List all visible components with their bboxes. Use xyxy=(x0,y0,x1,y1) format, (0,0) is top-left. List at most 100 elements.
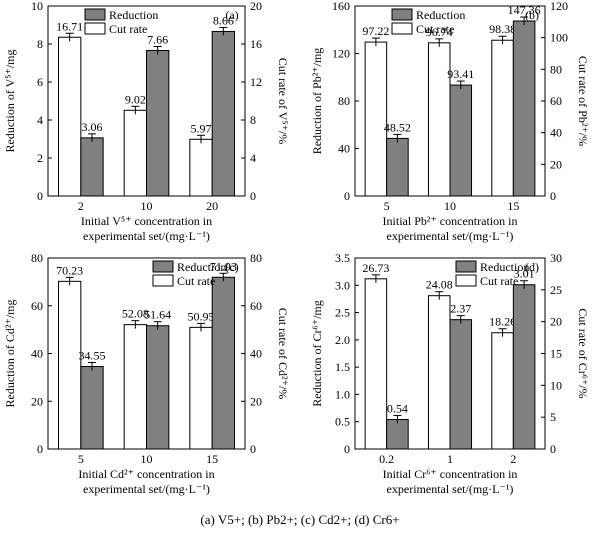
panel-d-ylabel-left: Reduction of Cr⁶⁺/mg xyxy=(310,300,324,407)
panel-c-right-tick-label: 0 xyxy=(250,442,256,456)
panel-b-x-tick-label: 5 xyxy=(384,199,390,213)
panel-c-xlabel-line1: Initial Cd²⁺ concentration in xyxy=(78,467,214,481)
panel-a-bar-reduction xyxy=(146,49,170,197)
panel-b-label-cut-rate: 98.38 xyxy=(489,22,516,36)
panel-b-x-tick-label: 15 xyxy=(507,199,519,213)
panel-d-legend-label-reduction: Reduction xyxy=(480,260,529,274)
panel-a-panel-label: (a) xyxy=(225,8,238,22)
panel-c-ylabel-left: Reduction of Cd²⁺/mg xyxy=(3,300,17,408)
panel-a-label-cut-rate: 16.71 xyxy=(56,19,83,33)
panel-b-label-reduction: 147.36 xyxy=(508,3,541,17)
panel-d-right-tick-label: 5 xyxy=(550,410,556,424)
panel-d-legend-swatch-reduction xyxy=(455,260,477,273)
panel-b-xlabel-line2: experimental set/(mg·L⁻¹) xyxy=(387,229,514,243)
panel-b-label-reduction: 48.52 xyxy=(384,120,411,134)
panel-d-label-cut-rate: 18.26 xyxy=(489,315,516,329)
panel-b-bar-reduction xyxy=(386,137,409,197)
panel-d-bar-cut-rate xyxy=(427,295,451,450)
panel-c-x-tick-label: 5 xyxy=(78,452,84,466)
panel-c-label-cut-rate: 52.08 xyxy=(122,307,149,321)
panel-d-right-tick-label: 30 xyxy=(550,251,562,265)
panel-d-label-reduction: 0.54 xyxy=(387,402,408,416)
panel-d-label-reduction: 2.37 xyxy=(450,302,471,316)
panel-c-legend-label-reduction: Reduction xyxy=(177,260,226,274)
panel-b-bar-reduction xyxy=(512,20,536,197)
panel-d-ylabel-right: Cut rate of Cr⁶⁺/% xyxy=(576,308,590,398)
panel-d-panel-label: (d) xyxy=(525,260,539,274)
panel-d-left-tick-label: 2.0 xyxy=(335,333,350,347)
panel-b-right-tick-label: 80 xyxy=(550,62,562,76)
panel-b-legend-swatch-reduction xyxy=(391,8,413,21)
panel-b-panel-label: (b) xyxy=(525,8,539,22)
panel-a-bar-reduction xyxy=(211,30,235,197)
panel-a-right-tick-label: 4 xyxy=(250,151,256,165)
panel-a-legend-swatch-reduction xyxy=(84,8,106,21)
panel-c-bar-cut-rate xyxy=(123,324,147,450)
panel-a-ylabel-right: Cut rate of V⁵⁺/% xyxy=(276,58,290,145)
panel-d-bar-reduction xyxy=(512,284,536,450)
panel-b-label-reduction: 93.41 xyxy=(447,67,474,81)
panel-a-x-tick-label: 2 xyxy=(78,199,84,213)
panel-d-left-tick-label: 1.5 xyxy=(335,360,350,374)
panel-d-x-tick-label: 0.2 xyxy=(379,452,394,466)
panel-a-xlabel-line2: experimental set/(mg·L⁻¹) xyxy=(83,229,210,243)
panel-a-label-cut-rate: 9.02 xyxy=(125,92,146,106)
panel-d-left-tick-label: 3.5 xyxy=(335,251,350,265)
panel-c-ylabel-right: Cut rate of Cd²⁺/% xyxy=(276,308,290,400)
panel-a-bar-reduction xyxy=(80,137,104,197)
panel-a-xlabel-line1: Initial V⁵⁺ concentration in xyxy=(81,214,212,228)
panel-c-right-tick-label: 60 xyxy=(250,299,262,313)
panel-b-bar-reduction xyxy=(449,84,473,197)
panel-c-right-tick-label: 40 xyxy=(250,347,262,361)
panel-b-right-tick-label: 0 xyxy=(550,189,556,203)
panel-b-left-tick-label: 160 xyxy=(332,0,350,13)
panel-a-left-tick-label: 6 xyxy=(37,75,43,89)
panel-c-right-tick-label: 80 xyxy=(250,251,262,265)
panel-d-x-tick-label: 1 xyxy=(447,452,453,466)
panel-a-right-tick-label: 20 xyxy=(250,0,262,13)
panel-b-ylabel-right: Cut rate of Pb²⁺/% xyxy=(576,56,590,146)
panel-a-right-tick-label: 16 xyxy=(250,37,262,51)
panel-c-label-cut-rate: 70.23 xyxy=(56,263,83,277)
panel-c-bar-cut-rate xyxy=(189,326,213,450)
panel-b-bar-cut-rate xyxy=(364,41,388,197)
panel-b-legend-label-reduction: Reduction xyxy=(416,8,465,22)
panel-a-bar-cut-rate xyxy=(189,138,213,197)
panel-c-label-cut-rate: 50.95 xyxy=(188,309,215,323)
panel-d-right-tick-label: 20 xyxy=(550,315,562,329)
panel-d-left-tick-label: 0.5 xyxy=(335,415,350,429)
panel-b-ylabel-left: Reduction of Pb²⁺/mg xyxy=(310,48,324,155)
panel-b-right-tick-label: 20 xyxy=(550,157,562,171)
panel-c-right-tick-label: 20 xyxy=(250,394,262,408)
panel-c-bar-cut-rate xyxy=(58,280,82,450)
panel-d-xlabel-line1: Initial Cr⁶⁺ concentration in xyxy=(383,467,518,481)
panel-b-left-tick-label: 40 xyxy=(338,142,350,156)
panel-d-right-tick-label: 15 xyxy=(550,347,562,361)
panel-c-x-tick-label: 15 xyxy=(206,452,218,466)
panel-d-left-tick-label: 0 xyxy=(344,442,350,456)
panel-a-label-reduction: 7.66 xyxy=(147,32,168,46)
panel-d-right-tick-label: 0 xyxy=(550,442,556,456)
panel-c-legend-swatch-reduction xyxy=(152,260,174,273)
panel-c-label-reduction: 34.55 xyxy=(78,349,105,363)
panel-d-bar-reduction xyxy=(449,319,473,450)
panel-c-x-tick-label: 10 xyxy=(141,452,153,466)
panel-d-xlabel-line2: experimental set/(mg·L⁻¹) xyxy=(387,482,514,496)
panel-a-x-tick-label: 10 xyxy=(141,199,153,213)
panel-a-left-tick-label: 8 xyxy=(37,37,43,51)
panel-d-legend-label-cut-rate: Cut rate xyxy=(480,274,518,288)
figure-caption: (a) V5+; (b) Pb2+; (c) Cd2+; (d) Cr6+ xyxy=(0,512,600,528)
panel-c-left-tick-label: 40 xyxy=(31,347,43,361)
panel-b-left-tick-label: 120 xyxy=(332,47,350,61)
panel-d-label-cut-rate: 24.08 xyxy=(426,278,453,292)
panel-c-left-tick-label: 20 xyxy=(31,394,43,408)
panel-d-left-tick-label: 2.5 xyxy=(335,306,350,320)
panel-d-left-tick-label: 1.0 xyxy=(335,387,350,401)
panel-a-bar-cut-rate xyxy=(123,109,147,197)
panel-d-left-tick-label: 3.0 xyxy=(335,278,350,292)
panel-b-legend-label-cut-rate: Cut rate xyxy=(416,22,454,36)
panel-b-right-tick-label: 60 xyxy=(550,94,562,108)
panel-c-left-tick-label: 60 xyxy=(31,299,43,313)
